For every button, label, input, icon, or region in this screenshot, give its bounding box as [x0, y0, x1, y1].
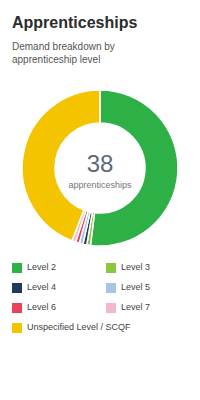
legend-label: Unspecified Level / SCQF [27, 322, 131, 332]
title: Apprenticeships [12, 14, 137, 31]
legend-label: Level 6 [27, 302, 56, 312]
legend-item: Level 3 [106, 262, 150, 273]
legend-item: Level 6 [12, 302, 56, 313]
center-label: apprenticeships [68, 180, 132, 190]
legend-label: Level 3 [121, 262, 150, 272]
legend-swatch [12, 263, 22, 273]
chart: Apprenticeships Demand breakdown byappren… [0, 0, 200, 400]
legend-swatch [106, 303, 116, 313]
center-number: 38 [87, 150, 114, 177]
legend-swatch [106, 263, 116, 273]
legend: Level 2 Level 3 Level 4 Level 5 Level 6 Level… [12, 262, 150, 333]
legend-item: Level 5 [106, 282, 150, 293]
legend-item: Unspecified Level / SCQF [12, 322, 131, 333]
legend-swatch [106, 283, 116, 293]
legend-label: Level 7 [121, 302, 150, 312]
legend-swatch [12, 283, 22, 293]
donut [22, 90, 178, 246]
legend-item: Level 2 [12, 262, 56, 273]
legend-item: Level 4 [12, 282, 56, 293]
legend-label: Level 4 [27, 282, 56, 292]
subtitle: Demand breakdown byapprenticeship level [12, 41, 115, 65]
legend-swatch [12, 323, 22, 333]
legend-swatch [12, 303, 22, 313]
legend-label: Level 2 [27, 262, 56, 272]
legend-item: Level 7 [106, 302, 150, 313]
legend-label: Level 5 [121, 282, 150, 292]
